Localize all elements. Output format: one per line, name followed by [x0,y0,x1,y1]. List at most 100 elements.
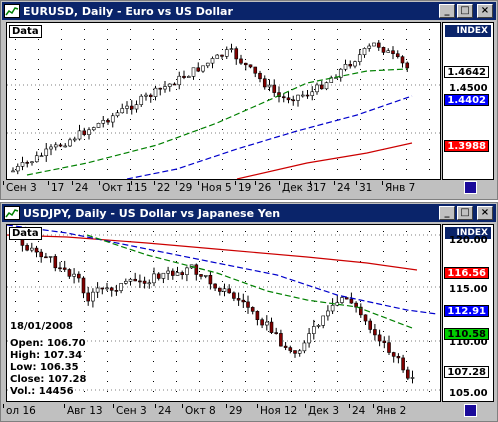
time-label: 17 [313,182,327,194]
price-chart-area[interactable]: Data [6,22,441,180]
ma-red-badge: 1.3988 [444,140,489,152]
close-icon[interactable]: × [477,4,493,18]
ma-blue-line [126,95,413,179]
time-tick [3,181,4,185]
usdjpy-candles [7,225,440,392]
candle-series [11,232,415,384]
candle-series [11,40,410,175]
time-tick [356,181,357,185]
time-tick [226,404,227,408]
info-high: High: 107.34 [10,350,83,362]
time-tick [279,181,280,185]
price-axis[interactable]: INDEX 1.4500 1.4642 1.4402 1.3988 [442,22,494,180]
time-tick [198,181,199,185]
time-tick [176,181,177,185]
time-label: 22 [157,182,171,194]
ma-green-line [86,234,413,329]
last-price-badge: 1.4642 [444,66,489,78]
time-label: Дек 3 [308,405,340,417]
time-tick [99,181,100,185]
window-title: EURUSD, Daily - Euro vs US Dollar [23,4,233,18]
time-tick [131,181,132,185]
close-icon[interactable]: × [477,206,493,220]
time-label: ол 16 [6,405,36,417]
time-tick [113,404,114,408]
time-label: 29 [179,182,193,194]
time-tick [235,181,236,185]
time-label: Сен 3 [6,182,37,194]
time-tick [257,404,258,408]
price-axis[interactable]: INDEX 120.00 115.00 110.00 105.00 116.56… [442,224,494,402]
time-label: 24 [158,405,172,417]
ma-red-badge: 116.56 [444,267,489,279]
time-tick [3,404,4,408]
title-bar[interactable]: USDJPY, Daily - US Dollar vs Japanese Ye… [2,204,496,222]
time-tick [334,181,335,185]
time-label: 26 [258,182,272,194]
time-label: Ноя 5 [201,182,232,194]
info-open: Open: 106.70 [10,338,86,350]
chart-app-icon [4,206,20,220]
ma-green-badge: 110.58 [444,328,489,340]
window-title: USDJPY, Daily - US Dollar vs Japanese Ye… [23,206,281,220]
chart-window-usdjpy[interactable]: USDJPY, Daily - US Dollar vs Japanese Ye… [0,202,498,422]
index-label: INDEX [445,227,491,239]
time-axis: ол 16 Авг 13 Сен 3 24 Окт 8 29 Ноя 12 Дек 3 24 Ян… [3,404,442,418]
time-tick [305,404,306,408]
ma-blue-badge: 1.4402 [444,94,489,106]
ma-red-line [236,142,413,179]
time-tick [48,181,49,185]
time-tick [64,404,65,408]
time-tick [255,181,256,185]
info-date: 18/01/2008 [10,321,73,333]
info-low: Low: 106.35 [10,362,79,374]
price-tick: 115.00 [449,284,488,295]
price-tick: 110.00 [449,337,488,348]
time-tick [154,181,155,185]
price-chart-area[interactable]: Data 18/01/2008 Open: 106.70 High: 107.3… [6,224,441,402]
time-tick [155,404,156,408]
time-label: 24 [337,182,351,194]
time-label: Ноя 12 [260,405,298,417]
time-label: 15 [134,182,148,194]
time-tick [349,404,350,408]
time-label: 19 [238,182,252,194]
time-label: 31 [359,182,373,194]
ma-blue-badge: 112.91 [444,305,489,317]
time-tick [310,181,311,185]
scroll-nav-button[interactable] [464,404,477,417]
ma-green-line [26,68,408,176]
time-label: 24 [75,182,89,194]
index-label: INDEX [445,25,491,37]
minimize-icon[interactable]: _ [439,4,455,18]
minimize-icon[interactable]: _ [439,206,455,220]
time-label: Янв 7 [385,182,416,194]
time-label: Сен 3 [116,405,147,417]
time-label: 24 [352,405,366,417]
time-label: Окт 1 [102,182,133,194]
price-tick: 1.4500 [449,83,488,94]
time-tick [72,181,73,185]
ma-red-line [7,234,418,271]
chart-app-icon [4,4,20,18]
ma-blue-line [7,225,438,315]
eurusd-candles [7,29,440,179]
last-price-badge: 107.28 [444,366,489,378]
time-axis: Сен 3 17 24 Окт 1 15 22 29 Ноя 5 19 26 Дек 3 17 24 31… [3,181,442,195]
time-label: 29 [229,405,243,417]
time-label: 17 [51,182,65,194]
title-bar[interactable]: EURUSD, Daily - Euro vs US Dollar _ □ × [2,2,496,20]
maximize-icon[interactable]: □ [457,4,473,18]
info-volume: Vol.: 14456 [10,386,74,398]
info-close: Close: 107.28 [10,374,87,386]
chart-window-eurusd[interactable]: EURUSD, Daily - Euro vs US Dollar _ □ × … [0,0,498,200]
data-label: Data [9,227,42,240]
time-tick [373,404,374,408]
time-label: Окт 8 [185,405,216,417]
price-tick: 105.00 [449,388,488,399]
scroll-nav-button[interactable] [464,181,477,194]
maximize-icon[interactable]: □ [457,206,473,220]
time-label: Янв 2 [376,405,407,417]
time-tick [382,181,383,185]
price-tick: 120.00 [449,235,488,246]
